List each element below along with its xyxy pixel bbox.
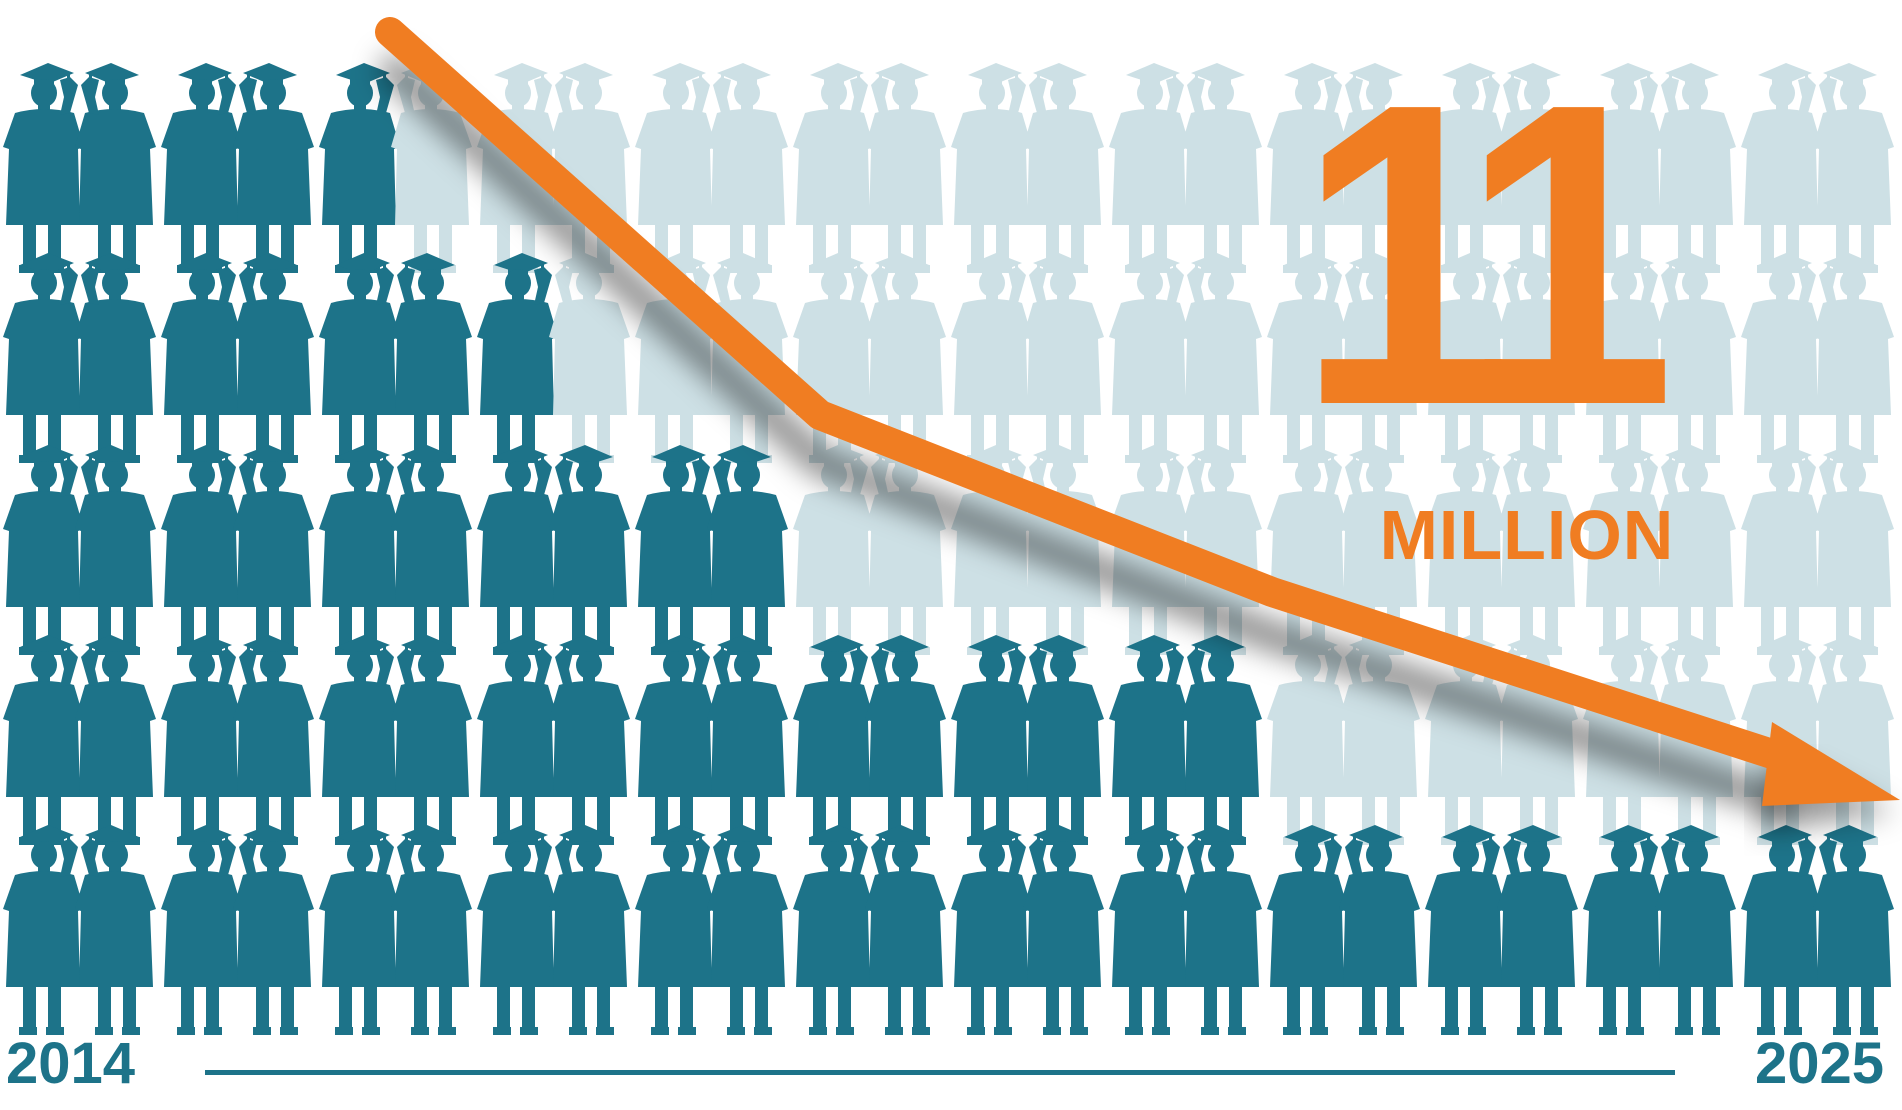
graduate-icon-faded <box>1813 253 1894 463</box>
graduate-icon-filled <box>865 825 946 1035</box>
graduate-icon-filled <box>1267 825 1348 1035</box>
graduate-icon-filled <box>233 63 314 273</box>
graduate-icon-filled <box>707 445 788 655</box>
graduate-icon-filled <box>161 445 242 655</box>
graduate-icon-faded <box>1109 253 1190 463</box>
graduate-icon-faded <box>1023 63 1104 273</box>
graduate-icon-faded <box>1741 445 1822 655</box>
graduate-icon-faded <box>1741 63 1822 273</box>
graduate-icon-filled <box>477 825 558 1035</box>
graduate-icon-filled <box>635 825 716 1035</box>
graduate-icon-filled <box>233 445 314 655</box>
graduate-icon-filled <box>1813 825 1894 1035</box>
graduate-icon-filled <box>549 825 630 1035</box>
graduate-icon-filled <box>319 825 400 1035</box>
graduate-icon-filled <box>75 445 156 655</box>
graduate-icon-faded <box>1655 63 1736 273</box>
graduate-icon-filled <box>233 635 314 845</box>
graduate-icon-faded <box>1181 63 1262 273</box>
graduate-icon-faded <box>707 63 788 273</box>
trend-arrow-shadow <box>380 55 1790 815</box>
graduate-icon-filled <box>75 63 156 273</box>
graduate-icon-filled <box>3 635 84 845</box>
graduate-icon-filled <box>391 635 472 845</box>
graduate-icon-filled <box>549 635 630 845</box>
graduate-icon-filled <box>1109 635 1190 845</box>
declining-trend-arrow <box>375 17 1900 832</box>
graduate-icon-filled <box>161 63 242 273</box>
graduate-icon-filled <box>3 253 84 463</box>
graduate-icon-filled <box>3 445 84 655</box>
graduate-icon-filled <box>1583 825 1664 1035</box>
graduate-icon-filled <box>75 825 156 1035</box>
graduate-icon-filled <box>1023 825 1104 1035</box>
graduate-icon-filled <box>549 445 630 655</box>
graduate-icon-filled <box>3 825 84 1035</box>
headline-value: 11 <box>1297 15 1676 495</box>
graduate-icon-faded <box>793 63 874 273</box>
graduate-icon-faded <box>1023 253 1104 463</box>
graduate-icon-faded <box>1741 253 1822 463</box>
graduate-icon-filled <box>1181 635 1262 845</box>
graduate-icon-filled <box>793 825 874 1035</box>
graduate-icon-filled <box>75 253 156 463</box>
graduate-icon-filled <box>707 825 788 1035</box>
graduate-icon-filled <box>233 253 314 463</box>
trend-line <box>375 17 1790 770</box>
graduate-icon-filled <box>477 635 558 845</box>
graduate-icon-filled <box>951 635 1032 845</box>
graduate-icon-faded <box>1813 445 1894 655</box>
graduate-icon-filled <box>477 253 558 463</box>
graduate-icon-faded <box>951 253 1032 463</box>
graduate-icon-filled <box>477 445 558 655</box>
graduate-icon-faded <box>1813 63 1894 273</box>
graduate-icon-filled <box>951 825 1032 1035</box>
graduate-icon-filled <box>319 635 400 845</box>
graduate-icon-filled <box>1425 825 1506 1035</box>
x-start-label: 2014 <box>6 1031 136 1096</box>
graduate-icon-filled <box>707 635 788 845</box>
graduate-icon-filled <box>1181 825 1262 1035</box>
graduate-icon-filled <box>793 635 874 845</box>
graduate-icon-filled <box>233 825 314 1035</box>
graduate-icon-filled <box>319 445 400 655</box>
graduate-icon-faded <box>951 63 1032 273</box>
graduate-icon-filled <box>319 63 400 273</box>
graduate-icon-filled <box>161 825 242 1035</box>
graduate-icon-filled <box>1023 635 1104 845</box>
graduate-icon-filled <box>1109 825 1190 1035</box>
trend-arrowhead <box>1762 722 1900 806</box>
graduate-icon-filled <box>1741 825 1822 1035</box>
graduate-icon-filled <box>391 825 472 1035</box>
graduate-icon-filled <box>391 253 472 463</box>
graduate-icon-filled <box>635 445 716 655</box>
graduate-icon-filled <box>319 253 400 463</box>
graduate-icon-filled <box>161 635 242 845</box>
graduate-icon-faded <box>1181 253 1262 463</box>
x-end-label: 2025 <box>1754 1031 1884 1096</box>
graduate-icon-filled <box>1339 825 1420 1035</box>
headline-unit: MILLION <box>1379 496 1675 574</box>
graduate-icon-filled <box>75 635 156 845</box>
graduate-icon-faded <box>1655 253 1736 463</box>
graduate-icon-faded <box>1109 63 1190 273</box>
graduate-icon-filled <box>635 635 716 845</box>
timeline-axis-line <box>205 1070 1675 1075</box>
graduate-icon-filled <box>3 63 84 273</box>
graduate-icon-filled <box>1497 825 1578 1035</box>
graduate-icon-filled <box>161 253 242 463</box>
graduate-icon-filled <box>391 445 472 655</box>
graduate-icon-faded <box>865 63 946 273</box>
graduate-icon-filled <box>1655 825 1736 1035</box>
graduate-icon-filled <box>865 635 946 845</box>
